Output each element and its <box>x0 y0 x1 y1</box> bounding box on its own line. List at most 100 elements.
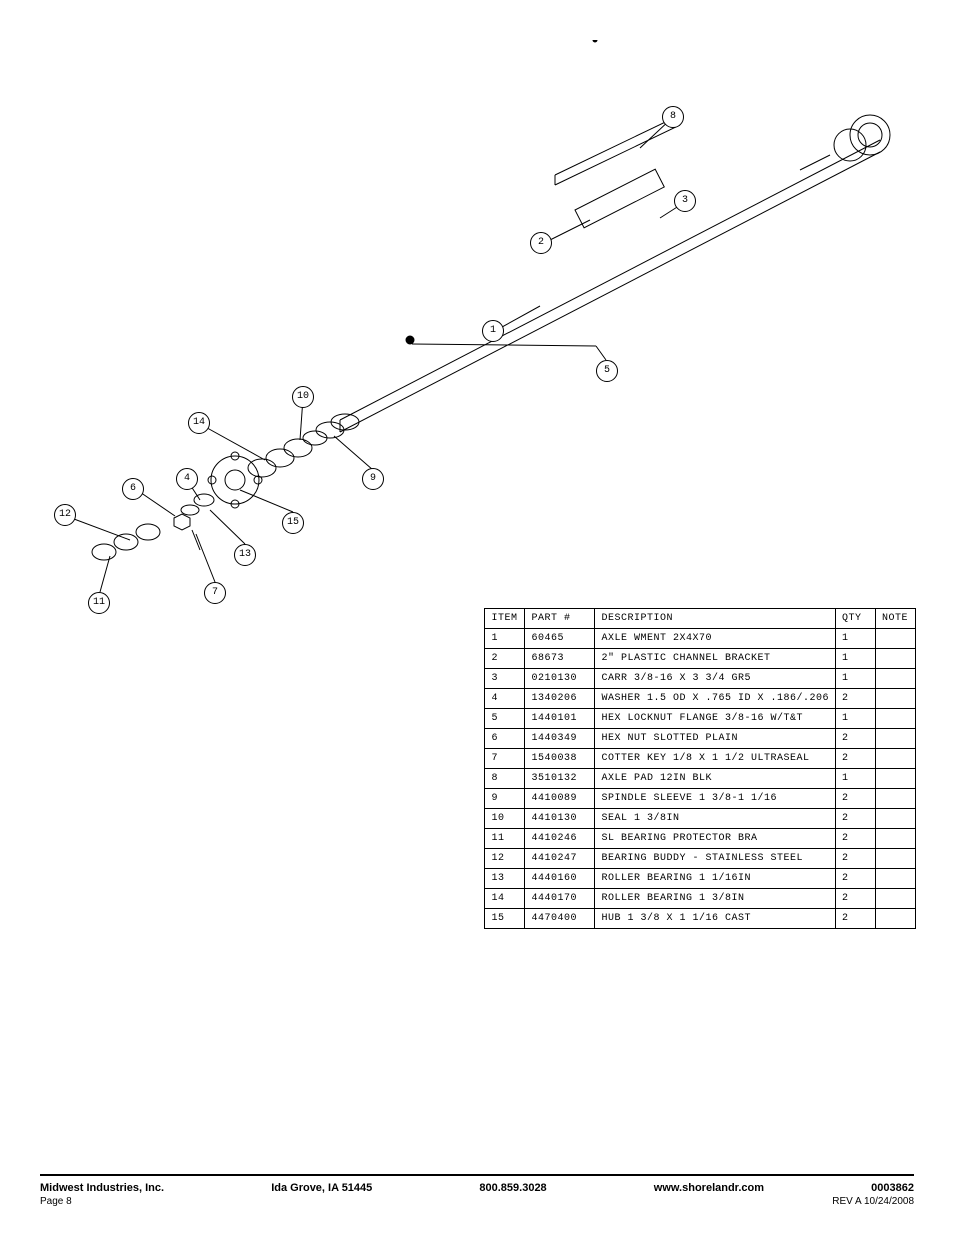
table-cell: 4470400 <box>525 909 595 929</box>
col-header-item: ITEM <box>485 609 525 629</box>
table-cell: 1440349 <box>525 729 595 749</box>
table-cell: 2 <box>836 829 876 849</box>
table-cell <box>876 849 916 869</box>
table-row: 134440160ROLLER BEARING 1 1/16IN2 <box>485 869 916 889</box>
table-cell <box>876 809 916 829</box>
table-cell: WASHER 1.5 OD X .765 ID X .186/.206 <box>595 689 836 709</box>
parts-table-body: 160465AXLE WMENT 2X4X7012686732" PLASTIC… <box>485 629 916 929</box>
parts-table: ITEM PART # DESCRIPTION QTY NOTE 160465A… <box>484 608 916 929</box>
table-row: 160465AXLE WMENT 2X4X701 <box>485 629 916 649</box>
table-cell: 2 <box>836 909 876 929</box>
table-cell: COTTER KEY 1/8 X 1 1/2 ULTRASEAL <box>595 749 836 769</box>
footer-url: www.shorelandr.com <box>654 1182 764 1194</box>
table-cell <box>876 749 916 769</box>
table-cell: 2 <box>485 649 525 669</box>
table-row: 114410246SL BEARING PROTECTOR BRA2 <box>485 829 916 849</box>
table-cell: 1 <box>836 769 876 789</box>
table-cell: ROLLER BEARING 1 1/16IN <box>595 869 836 889</box>
table-cell: 4410130 <box>525 809 595 829</box>
table-cell: 2 <box>836 889 876 909</box>
table-cell: 2 <box>836 869 876 889</box>
table-cell: 2 <box>836 689 876 709</box>
table-cell: HUB 1 3/8 X 1 1/16 CAST <box>595 909 836 929</box>
table-cell <box>876 669 916 689</box>
table-cell: 4410247 <box>525 849 595 869</box>
exploded-view-diagram: 1 2 3 4 5 6 7 8 9 10 11 12 13 14 15 <box>40 40 914 600</box>
table-cell: 0210130 <box>525 669 595 689</box>
table-cell: 13 <box>485 869 525 889</box>
table-cell: 2 <box>836 749 876 769</box>
callout-4: 4 <box>176 468 198 490</box>
table-cell <box>876 769 916 789</box>
table-row: 61440349HEX NUT SLOTTED PLAIN2 <box>485 729 916 749</box>
table-cell: 1 <box>485 629 525 649</box>
table-cell: SL BEARING PROTECTOR BRA <box>595 829 836 849</box>
table-row: 144440170ROLLER BEARING 1 3/8IN2 <box>485 889 916 909</box>
table-cell: ROLLER BEARING 1 3/8IN <box>595 889 836 909</box>
table-cell: HEX LOCKNUT FLANGE 3/8-16 W/T&T <box>595 709 836 729</box>
col-header-part: PART # <box>525 609 595 629</box>
callout-14: 14 <box>188 412 210 434</box>
table-cell: 12 <box>485 849 525 869</box>
table-cell: BEARING BUDDY - STAINLESS STEEL <box>595 849 836 869</box>
footer-page: Page 8 <box>40 1196 72 1207</box>
col-header-qty: QTY <box>836 609 876 629</box>
table-cell: 10 <box>485 809 525 829</box>
col-header-desc: DESCRIPTION <box>595 609 836 629</box>
table-cell <box>876 689 916 709</box>
table-cell: 2 <box>836 809 876 829</box>
table-cell: 4 <box>485 689 525 709</box>
table-cell: 9 <box>485 789 525 809</box>
table-cell: 1 <box>836 629 876 649</box>
callout-11: 11 <box>88 592 110 614</box>
footer-rev: REV A 10/24/2008 <box>832 1196 914 1207</box>
table-cell: 4410246 <box>525 829 595 849</box>
callout-5: 5 <box>596 360 618 382</box>
diagram-svg <box>40 40 914 600</box>
table-cell: 1440101 <box>525 709 595 729</box>
col-header-note: NOTE <box>876 609 916 629</box>
table-cell: AXLE PAD 12IN BLK <box>595 769 836 789</box>
table-cell: 8 <box>485 769 525 789</box>
table-cell: HEX NUT SLOTTED PLAIN <box>595 729 836 749</box>
table-row: 104410130SEAL 1 3/8IN2 <box>485 809 916 829</box>
callout-2: 2 <box>530 232 552 254</box>
table-cell: 1 <box>836 669 876 689</box>
table-cell: AXLE WMENT 2X4X70 <box>595 629 836 649</box>
table-row: 41340206WASHER 1.5 OD X .765 ID X .186/.… <box>485 689 916 709</box>
table-row: 124410247BEARING BUDDY - STAINLESS STEEL… <box>485 849 916 869</box>
table-cell <box>876 629 916 649</box>
table-cell: 11 <box>485 829 525 849</box>
footer-phone: 800.859.3028 <box>479 1182 546 1194</box>
table-cell <box>876 829 916 849</box>
footer-location: Ida Grove, IA 51445 <box>271 1182 372 1194</box>
table-cell: 68673 <box>525 649 595 669</box>
callout-6: 6 <box>122 478 144 500</box>
callout-8: 8 <box>662 106 684 128</box>
callout-15: 15 <box>282 512 304 534</box>
table-cell <box>876 869 916 889</box>
table-row: 154470400HUB 1 3/8 X 1 1/16 CAST2 <box>485 909 916 929</box>
table-cell <box>876 889 916 909</box>
table-cell: 6 <box>485 729 525 749</box>
page-footer: Midwest Industries, Inc. Ida Grove, IA 5… <box>40 1174 914 1207</box>
footer-docno: 0003862 <box>871 1182 914 1194</box>
table-cell: 15 <box>485 909 525 929</box>
table-cell: 4410089 <box>525 789 595 809</box>
footer-company: Midwest Industries, Inc. <box>40 1182 164 1194</box>
table-cell: 2 <box>836 729 876 749</box>
table-header-row: ITEM PART # DESCRIPTION QTY NOTE <box>485 609 916 629</box>
table-cell: 1340206 <box>525 689 595 709</box>
table-cell <box>876 909 916 929</box>
table-cell: 3510132 <box>525 769 595 789</box>
table-row: 51440101HEX LOCKNUT FLANGE 3/8-16 W/T&T1 <box>485 709 916 729</box>
table-cell: 3 <box>485 669 525 689</box>
callout-9: 9 <box>362 468 384 490</box>
table-cell: 2 <box>836 849 876 869</box>
table-row: 30210130CARR 3/8-16 X 3 3/4 GR51 <box>485 669 916 689</box>
callout-7: 7 <box>204 582 226 604</box>
table-row: 71540038COTTER KEY 1/8 X 1 1/2 ULTRASEAL… <box>485 749 916 769</box>
table-cell: SPINDLE SLEEVE 1 3/8-1 1/16 <box>595 789 836 809</box>
callout-3: 3 <box>674 190 696 212</box>
table-cell: 2 <box>836 789 876 809</box>
